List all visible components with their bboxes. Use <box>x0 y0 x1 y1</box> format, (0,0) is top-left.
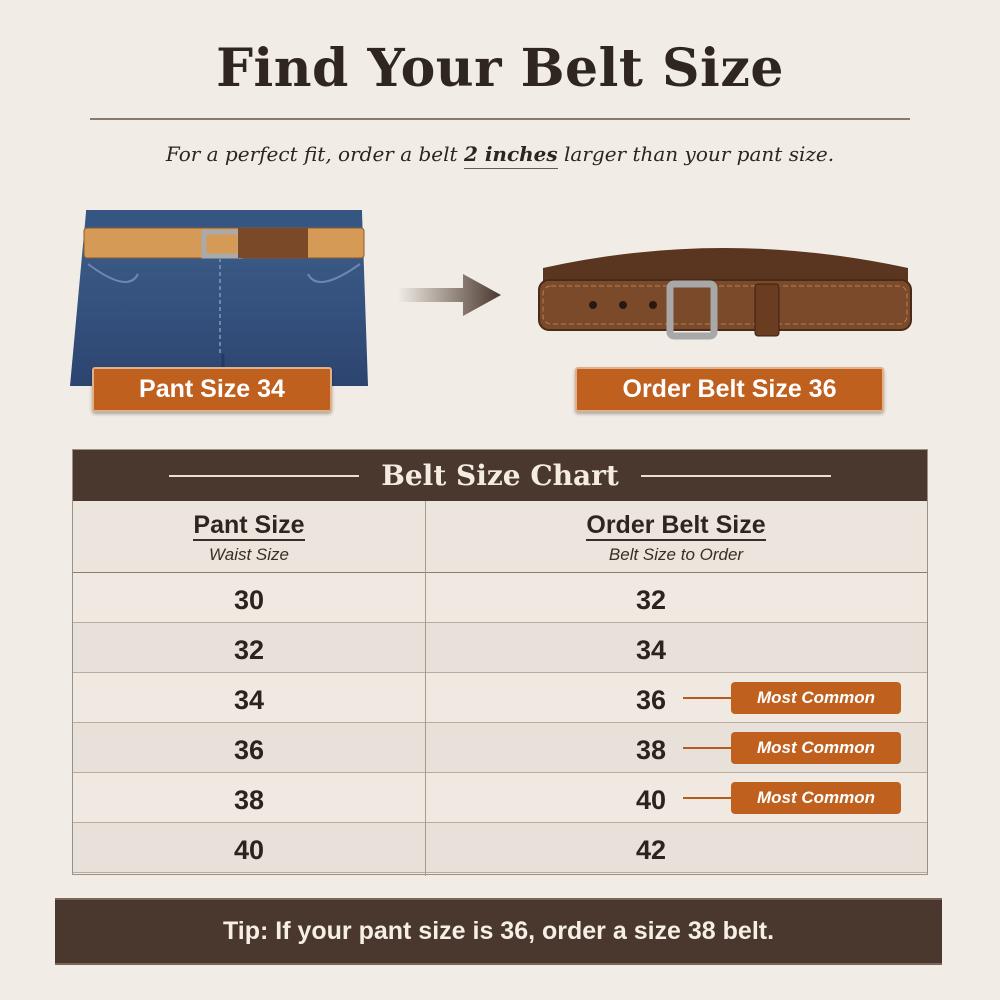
most-common-tag: Most Common <box>731 732 901 764</box>
belt-size-table: Belt Size Chart Pant Size Waist Size Ord… <box>72 449 928 876</box>
page-title: Find Your Belt Size <box>216 38 784 99</box>
tag-pointer <box>683 797 733 799</box>
column-header-label: Order Belt Size <box>586 511 766 541</box>
subtitle: For a perfect fit, order a belt 2 inches… <box>0 142 1000 169</box>
tag-pointer <box>683 697 733 699</box>
title-divider <box>90 118 910 120</box>
column-subheader: Belt Size to Order <box>608 545 744 564</box>
column-header-label: Pant Size <box>193 511 305 541</box>
belt-size-cell: 42 <box>635 835 667 865</box>
belt-illustration <box>538 248 912 340</box>
belt-size-cell: 40 <box>635 785 667 815</box>
title-rule-left <box>169 474 360 477</box>
pant-size-cell: 36 <box>233 735 265 765</box>
subtitle-text-end: larger than your pant size. <box>557 142 835 166</box>
pant-size-cell: 32 <box>233 635 265 665</box>
pant-size-badge: Pant Size 34 <box>92 367 332 412</box>
table-title-bar: Belt Size Chart <box>73 450 927 501</box>
column-header-belt: Order Belt Size Belt Size to Order <box>425 501 927 573</box>
tag-pointer <box>683 747 733 749</box>
column-divider <box>425 501 426 876</box>
pant-size-cell: 34 <box>233 685 265 715</box>
subtitle-emphasis: 2 inches <box>463 142 558 169</box>
most-common-tag: Most Common <box>731 782 901 814</box>
belt-size-cell: 38 <box>635 735 667 765</box>
title-rule-right <box>640 474 831 477</box>
table-row: 34 36 Most Common <box>73 673 927 723</box>
most-common-tag: Most Common <box>731 682 901 714</box>
belt-size-cell: 36 <box>635 685 667 715</box>
table-row: 38 40 Most Common <box>73 773 927 823</box>
pant-size-cell: 40 <box>233 835 265 865</box>
belt-size-badge: Order Belt Size 36 <box>575 367 884 412</box>
table-row: 30 32 <box>73 573 927 623</box>
table-row: 36 38 Most Common <box>73 723 927 773</box>
jeans-illustration <box>70 210 368 386</box>
tip-banner: Tip: If your pant size is 36, order a si… <box>55 898 942 965</box>
belt-size-cell: 32 <box>635 585 667 615</box>
table-title: Belt Size Chart <box>381 459 619 492</box>
belt-size-cell: 34 <box>635 635 667 665</box>
pant-size-cell: 38 <box>233 785 265 815</box>
arrow-right-icon <box>398 274 501 316</box>
table-row: 32 34 <box>73 623 927 673</box>
column-subheader: Waist Size <box>209 545 289 564</box>
pant-size-cell: 30 <box>233 585 265 615</box>
column-header-pant: Pant Size Waist Size <box>73 501 425 573</box>
table-row: 40 42 <box>73 823 927 873</box>
subtitle-text: For a perfect fit, order a belt <box>165 142 464 166</box>
